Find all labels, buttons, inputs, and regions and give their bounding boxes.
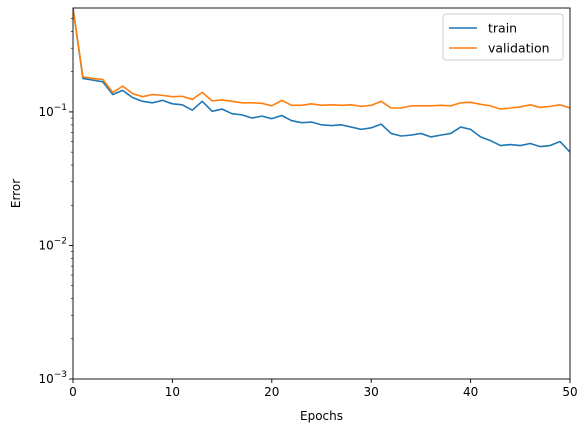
x-tick-label: 10	[165, 385, 180, 399]
legend-label-train: train	[488, 21, 517, 36]
x-axis: 0 10 20 30 40 50	[69, 379, 578, 399]
y-tick-label: 10−3	[38, 370, 67, 386]
series-line-train	[73, 8, 570, 153]
legend-label-validation: validation	[488, 41, 550, 56]
y-tick-label: 10−1	[38, 103, 67, 119]
plot-frame	[72, 7, 571, 380]
x-tick-label: 40	[463, 385, 478, 399]
plot-area	[72, 7, 571, 380]
x-axis-label: Epochs	[300, 409, 343, 423]
x-tick-label: 0	[69, 385, 77, 399]
y-axis: 10−3 10−2 10−1	[38, 18, 73, 386]
x-tick-label: 30	[364, 385, 379, 399]
series-line-validation	[73, 8, 570, 110]
x-tick-label: 50	[562, 385, 577, 399]
y-tick-label: 10−2	[38, 236, 67, 252]
y-axis-label: Error	[9, 179, 23, 208]
x-tick-label: 20	[264, 385, 279, 399]
legend: train validation	[442, 13, 564, 61]
